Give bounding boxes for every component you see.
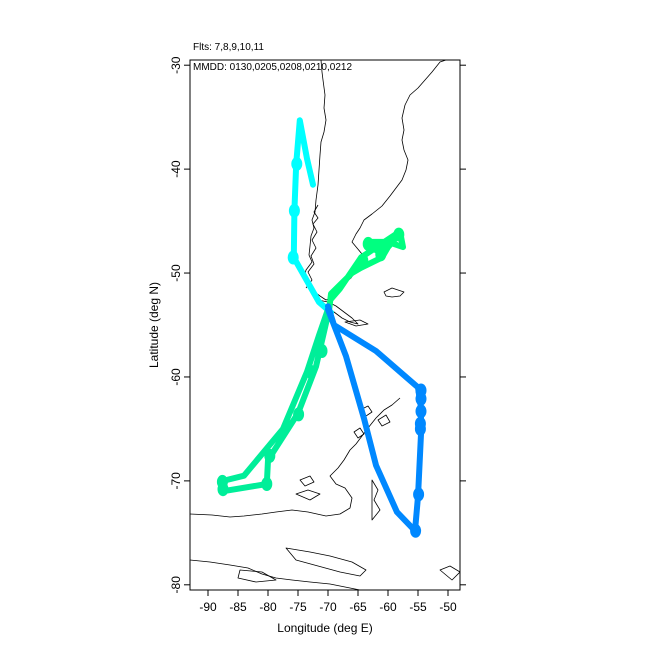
flight-track-2 [219,306,331,495]
flight-3-marker [375,247,387,262]
x-tick-label: -85 [229,600,247,614]
x-tick-label: -60 [379,600,397,614]
x-tick-label: -70 [319,600,337,614]
x-tick-label: -55 [409,600,427,614]
flight-2-marker [217,482,229,497]
chile-fjords [305,204,319,289]
flight-track-3 [326,228,406,313]
y-tick-label: -50 [169,264,183,282]
plot-frame [189,59,461,591]
antarctic-coast [190,559,361,590]
falkland-islands [383,287,405,298]
y-tick-label: -80 [169,576,183,594]
y-tick-label: -70 [169,472,183,490]
flight-4-marker [414,421,426,436]
peninsula-islands [295,405,391,521]
ice-shelf-fragments [237,547,460,583]
y-tick-label: -60 [169,368,183,386]
flight-3-marker [362,236,374,251]
flight-4-marker [415,391,427,406]
flight-4-marker [410,523,422,538]
dates-label: MMDD: 0130,0205,0208,0210,0212 [193,62,352,73]
y-axis: -30 -40 -50 -60 -70 -80 [169,56,466,593]
flight-3-marker [357,253,369,268]
x-axis: -90 -85 -80 -75 -70 -65 -60 -55 -50 [199,590,457,614]
flight-2-marker [316,344,328,358]
flight-3-marker [393,227,405,242]
flights-label: Flts: 7,8,9,10,11 [193,42,264,53]
flight-4-marker [413,487,425,502]
flight-2-marker [305,364,317,379]
x-tick-label: -65 [349,600,367,614]
x-tick-label: -90 [199,600,217,614]
flight-1-marker [291,156,303,171]
y-axis-title: Latitude (deg N) [147,282,161,368]
flight-1-marker [287,250,299,265]
x-axis-title: Longitude (deg E) [277,621,372,635]
x-tick-label: -75 [289,600,307,614]
flight-4-marker [415,404,427,419]
flight-2-marker [293,407,305,422]
flight-track-1 [290,117,334,316]
y-tick-label: -40 [169,160,183,178]
x-tick-label: -80 [259,600,277,614]
x-tick-label: -50 [439,600,457,614]
flight-tracks [216,117,427,538]
flight-2-marker [261,477,273,491]
y-tick-label: -30 [169,56,183,74]
flight-1-marker [288,203,300,218]
flight-2-marker [264,448,276,463]
flight-track-4 [325,303,424,534]
